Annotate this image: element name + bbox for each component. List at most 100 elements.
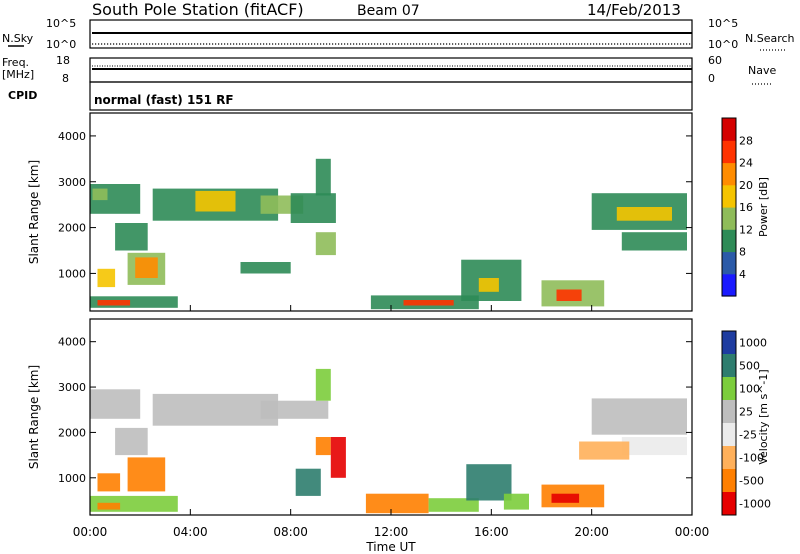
power-echo-region-23: [621, 232, 687, 251]
velocity-y-label: Slant Range [km]: [27, 365, 41, 469]
x-tick-label: 20:00: [574, 525, 609, 539]
velocity-echo-region-15: [503, 493, 529, 510]
cpid-panel-frame: [89, 81, 693, 111]
y-tick-label: 3000: [58, 176, 86, 189]
velocity-colorbar-label: Velocity [m s^-1]: [757, 369, 770, 464]
power-echo-region-3: [97, 300, 131, 306]
velocity-echo-region-5: [115, 427, 148, 456]
power-echo-region-18: [478, 278, 499, 292]
x-tick-label: 12:00: [374, 525, 409, 539]
nsearch-tick-top: 10^5: [708, 17, 738, 30]
cpid-label: CPID: [8, 89, 37, 102]
nave-tick-bottom: 0: [708, 72, 715, 85]
power-echo-region-4: [97, 268, 116, 288]
x-axis-label: Time UT: [365, 540, 416, 554]
power-echo-region-14: [240, 262, 291, 274]
velocity-echo-region-18: [591, 398, 687, 435]
colorbar-swatch: [722, 354, 736, 378]
colorbar-tick-label: 25: [739, 406, 753, 419]
colorbar-swatch: [722, 251, 736, 275]
velocity-echo-region-8: [315, 368, 331, 401]
colorbar-swatch: [722, 469, 736, 493]
colorbar-swatch: [722, 140, 736, 164]
colorbar-swatch: [722, 229, 736, 253]
power-colorbar-label: Power [dB]: [757, 177, 770, 237]
colorbar-swatch: [722, 377, 736, 401]
freq-unit: [MHz]: [2, 68, 34, 81]
nsky-label: N.Sky: [2, 32, 34, 45]
velocity-echo-region-9: [315, 437, 331, 456]
colorbar-swatch: [722, 446, 736, 470]
velocity-colorbar: 1000 500 100 25 -25 -100 -500 -1000: [721, 330, 771, 516]
colorbar-tick-label: -100: [739, 452, 764, 465]
colorbar-swatch: [722, 162, 736, 186]
power-colorbar: 4 8 12 16 20 24 28: [721, 117, 753, 297]
colorbar-swatch: [722, 184, 736, 208]
power-echo-region-1: [92, 188, 108, 201]
y-tick-label: 4000: [58, 336, 86, 349]
velocity-echo-region-10: [330, 437, 346, 478]
colorbar-tick-label: 12: [739, 223, 753, 236]
x-tick-label: 00:00: [73, 525, 108, 539]
velocity-echo-region-17: [551, 493, 580, 503]
power-echo-region-12: [315, 158, 331, 196]
colorbar-tick-label: 16: [739, 201, 753, 214]
velocity-echo-region-2: [97, 502, 121, 510]
velocity-data: [90, 368, 687, 514]
date-title: 14/Feb/2013: [587, 1, 681, 19]
colorbar-swatch: [722, 207, 736, 230]
y-tick-label: 4000: [58, 130, 86, 143]
velocity-echo-region-12: [365, 493, 429, 514]
power-echo-region-2: [90, 296, 178, 308]
power-echo-region-6: [135, 257, 158, 278]
y-tick-label: 1000: [58, 267, 86, 280]
nsky-tick-bottom: 10^0: [46, 38, 76, 51]
freq-label: Freq.: [2, 56, 29, 69]
power-panel: 1000 2000 3000 4000 Slant Range [km]: [27, 112, 693, 312]
y-tick-label: 2000: [58, 222, 86, 235]
power-echo-region-22: [616, 207, 672, 221]
power-echo-region-7: [115, 223, 148, 251]
velocity-echo-region-13: [428, 498, 479, 512]
beam-title: Beam 07: [357, 3, 420, 19]
colorbar-tick-label: -1000: [739, 498, 771, 511]
power-echo-region-16: [403, 300, 454, 306]
nsky-tick-top: 10^5: [46, 17, 76, 30]
colorbar-tick-label: 24: [739, 157, 753, 170]
station-title: South Pole Station (fitACF): [92, 0, 304, 19]
time-x-axis: 00:00 04:00 08:00 12:00 16:00 20:00 00:00: [73, 305, 710, 539]
colorbar-swatch: [722, 492, 736, 516]
power-echo-region-11: [290, 193, 336, 223]
velocity-y-axis: 1000 2000 3000 4000: [58, 336, 692, 485]
colorbar-tick-label: -500: [739, 475, 764, 488]
colorbar-tick-label: 100: [739, 383, 760, 396]
power-y-axis: 1000 2000 3000 4000: [58, 130, 692, 280]
colorbar-swatch: [722, 423, 736, 447]
nsearch-tick-bottom: 10^0: [708, 38, 738, 51]
cpid-value: normal (fast) 151 RF: [94, 93, 234, 107]
x-tick-label: 16:00: [474, 525, 509, 539]
nave-tick-top: 60: [708, 54, 722, 67]
colorbar-tick-label: 8: [739, 246, 746, 259]
velocity-echo-region-0: [90, 389, 141, 419]
velocity-echo-region-3: [97, 473, 121, 492]
colorbar-frame: [721, 330, 737, 516]
velocity-echo-region-6: [152, 393, 279, 426]
x-tick-label: 00:00: [675, 525, 710, 539]
colorbar-swatch: [722, 400, 736, 424]
velocity-echo-region-11: [295, 468, 321, 496]
colorbar-tick-label: 1000: [739, 337, 767, 350]
x-tick-label: 08:00: [273, 525, 308, 539]
x-tick-label: 04:00: [173, 525, 208, 539]
velocity-echo-region-4: [127, 457, 166, 492]
colorbar-tick-label: 20: [739, 179, 753, 192]
colorbar-tick-label: 4: [739, 268, 746, 281]
nave-label: Nave: [748, 64, 776, 77]
colorbar-frame: [721, 117, 737, 297]
colorbar-swatch: [722, 118, 736, 141]
colorbar-tick-label: -25: [739, 429, 757, 442]
y-tick-label: 3000: [58, 381, 86, 394]
power-echo-region-9: [195, 190, 236, 212]
power-y-label: Slant Range [km]: [27, 160, 41, 264]
